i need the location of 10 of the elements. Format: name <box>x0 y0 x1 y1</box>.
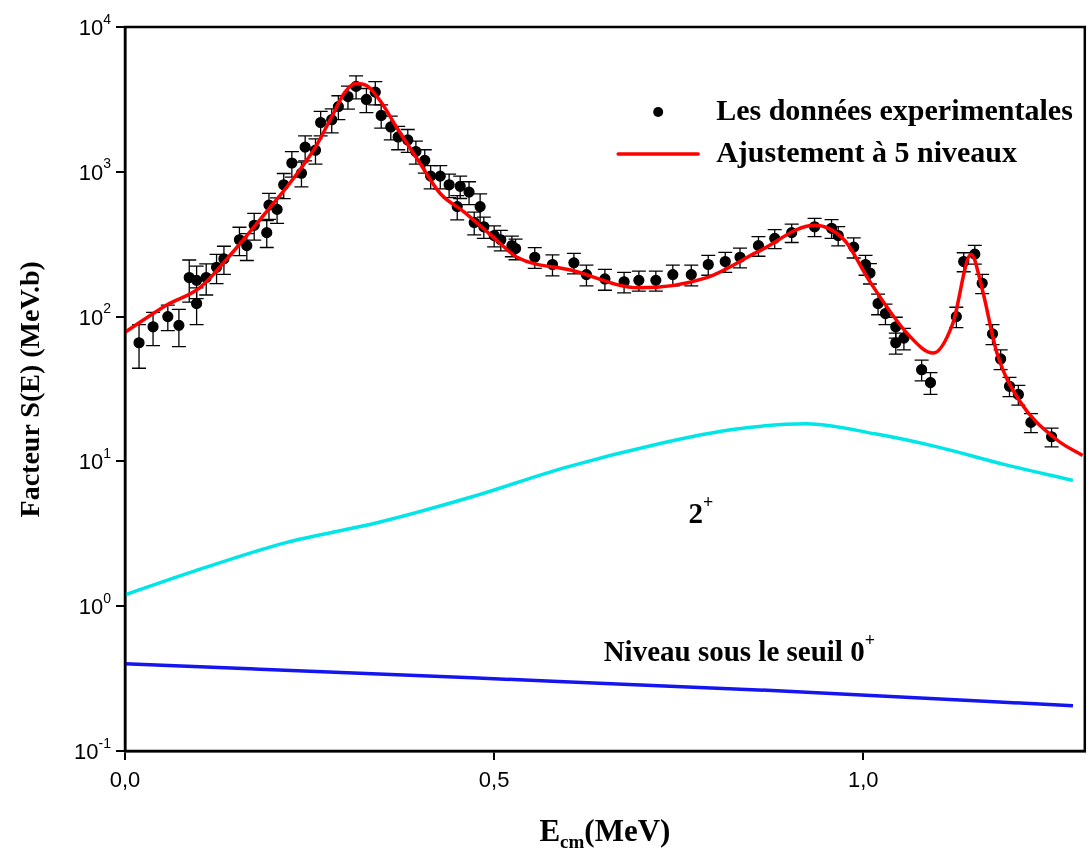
x-tick-label: 0,0 <box>109 767 141 793</box>
line-series <box>125 421 1075 597</box>
x-tick-label: 1,0 <box>848 767 879 793</box>
x-tick-label: 0,5 <box>478 767 510 793</box>
annotation: Niveau sous le seuil 0+ <box>603 629 875 667</box>
legend-label: Ajustement à 5 niveaux <box>716 134 1017 168</box>
annotation: 2+ <box>688 492 714 530</box>
legend-label: Les données experimentales <box>716 92 1073 126</box>
y-axis-title: Facteur S(E) (MeV.b) <box>14 261 46 518</box>
line-series <box>125 662 1075 708</box>
